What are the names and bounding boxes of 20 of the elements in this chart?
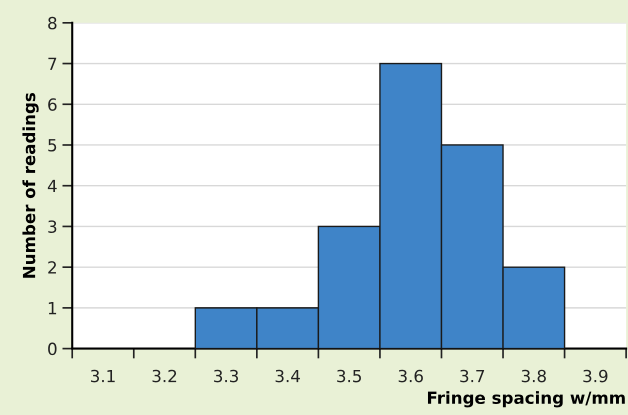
y-tick-label: 7 bbox=[48, 58, 56, 70]
y-tick-label: 6 bbox=[48, 98, 57, 111]
x-tick-label: 3.8 bbox=[522, 370, 546, 382]
y-tick-label: 2 bbox=[48, 261, 56, 274]
y-tick-label: 4 bbox=[48, 180, 57, 192]
x-tick-label: 3.4 bbox=[276, 370, 300, 382]
x-axis-title: Fringe spacing w/mm bbox=[428, 391, 625, 408]
y-tick-label: 3 bbox=[48, 220, 56, 234]
x-tick-label: 3.1 bbox=[91, 370, 115, 382]
x-tick-label: 3.5 bbox=[337, 370, 361, 382]
y-tick-label: 0 bbox=[48, 342, 57, 356]
y-tick-label: 5 bbox=[48, 139, 56, 152]
x-tick-label: 3.2 bbox=[152, 370, 176, 382]
y-tick-label: 8 bbox=[48, 16, 56, 30]
x-tick-label: 3.3 bbox=[214, 370, 238, 382]
x-tick-label: 3.7 bbox=[460, 370, 484, 382]
y-tick-label: 1 bbox=[48, 302, 56, 314]
x-tick-label: 3.6 bbox=[398, 370, 423, 382]
y-axis-title: Number of readings bbox=[22, 92, 39, 278]
x-tick-label: 3.9 bbox=[583, 370, 608, 382]
